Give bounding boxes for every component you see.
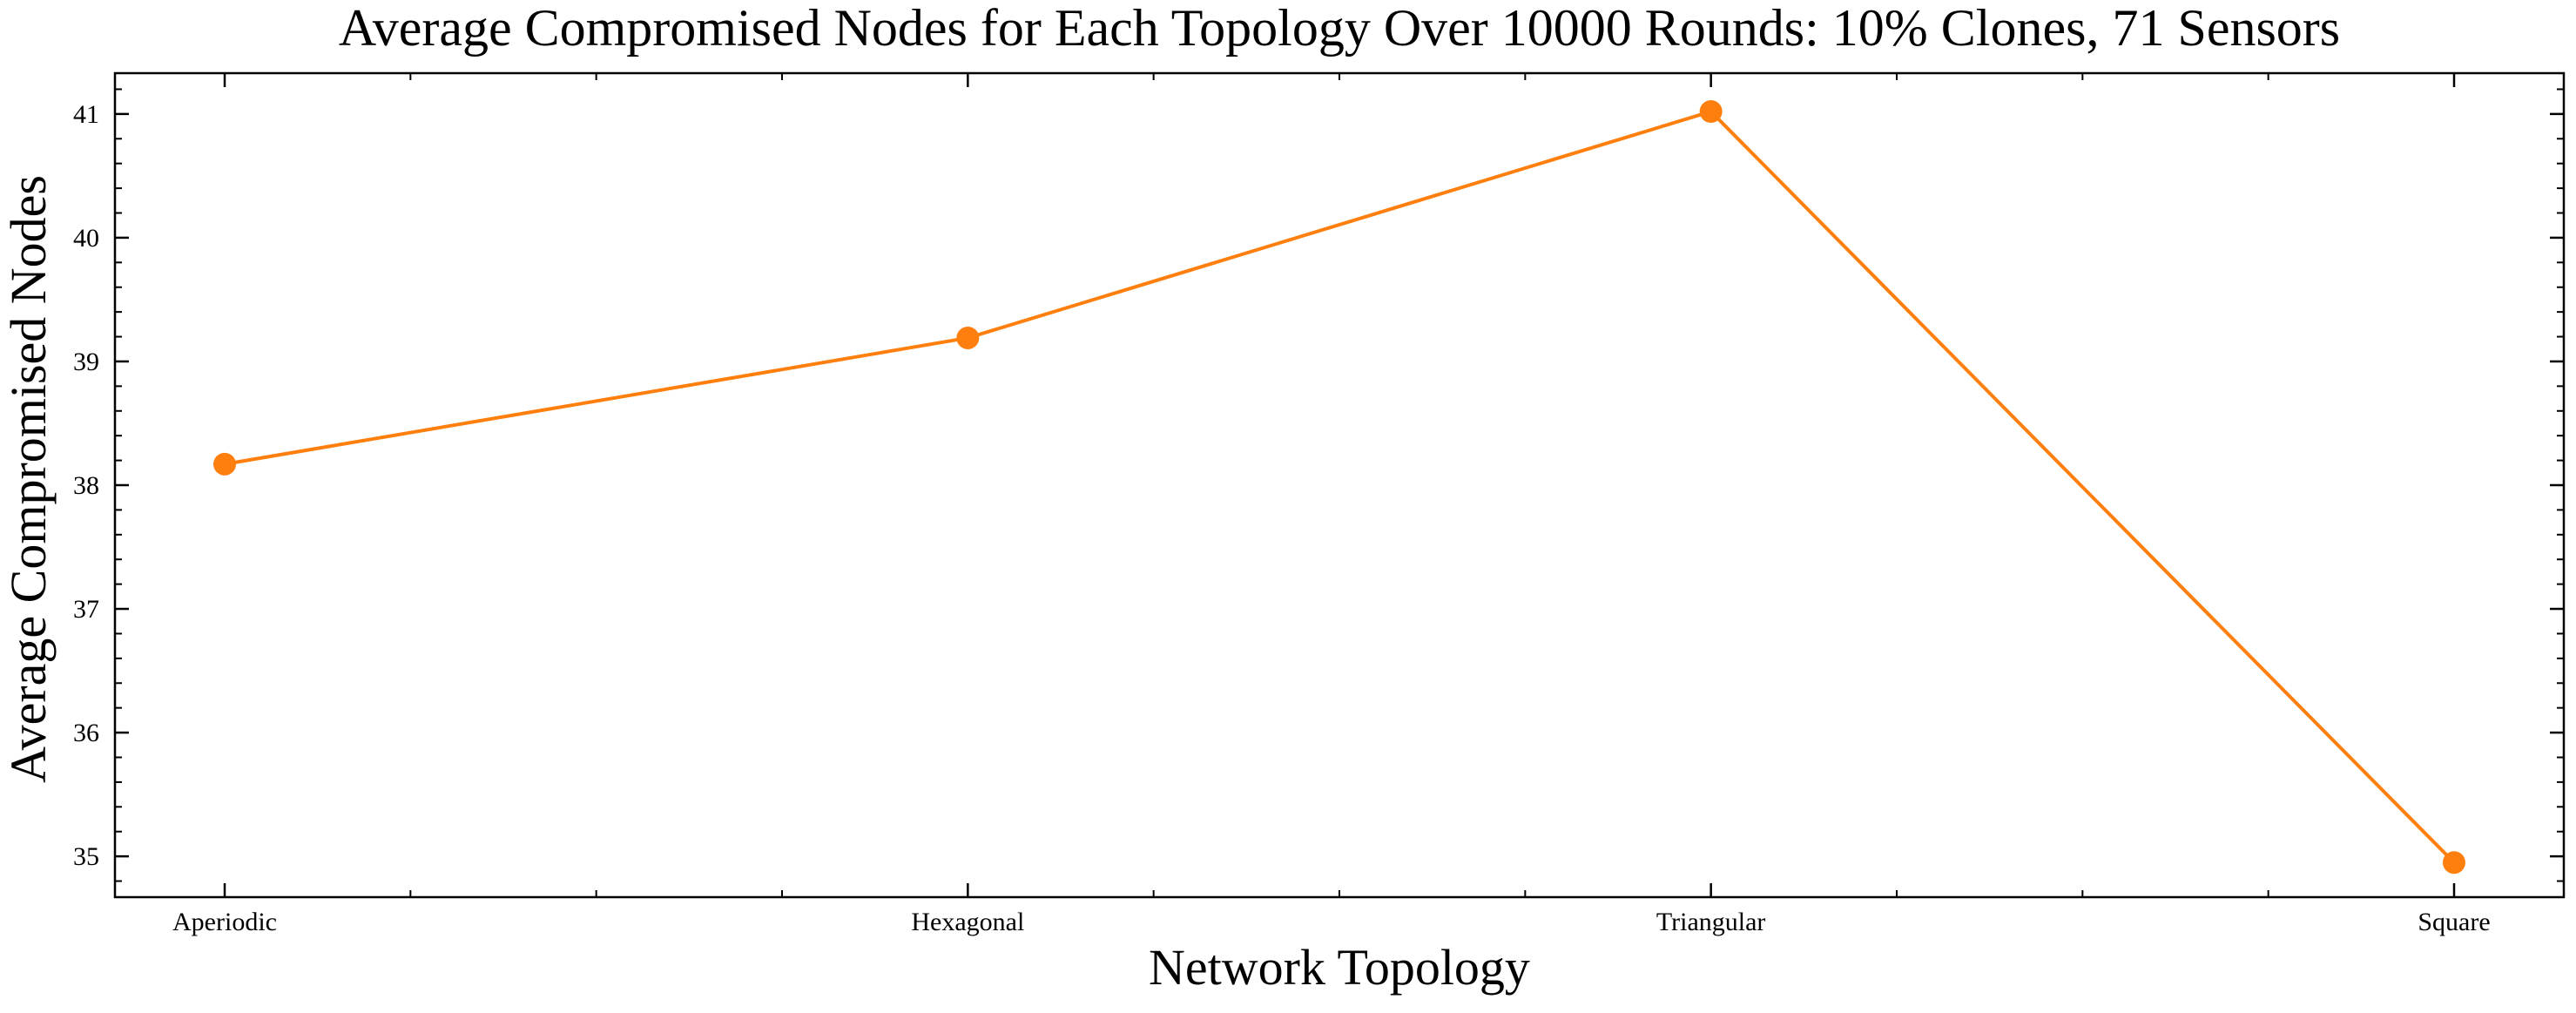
x-tick-label: Square — [2418, 908, 2490, 936]
y-tick-label: 39 — [73, 348, 99, 376]
y-tick-label: 37 — [73, 595, 99, 624]
y-tick-label: 35 — [73, 842, 99, 871]
data-point-marker — [213, 452, 236, 476]
x-tick-label: Hexagonal — [911, 908, 1024, 936]
plot-area: 35 36 37 38 39 40 41 Aperiodic Hexagonal Triangul… — [73, 71, 2566, 936]
chart-title: Average Compromised Nodes for Each Topol… — [339, 0, 2340, 57]
x-tick-label: Aperiodic — [172, 908, 277, 936]
y-tick-label: 40 — [73, 224, 99, 253]
data-point-marker — [1699, 100, 1723, 124]
y-axis-label: Average Compromised Nodes — [0, 175, 57, 783]
y-tick-label: 36 — [73, 719, 99, 747]
data-point-marker — [2443, 851, 2465, 875]
data-point-marker — [956, 326, 980, 349]
x-tick-label: Triangular — [1656, 908, 1766, 936]
y-tick-label: 41 — [73, 100, 99, 129]
x-axis-label: Network Topology — [1149, 939, 1530, 996]
y-tick-label: 38 — [73, 471, 99, 500]
series-line — [224, 109, 2456, 864]
